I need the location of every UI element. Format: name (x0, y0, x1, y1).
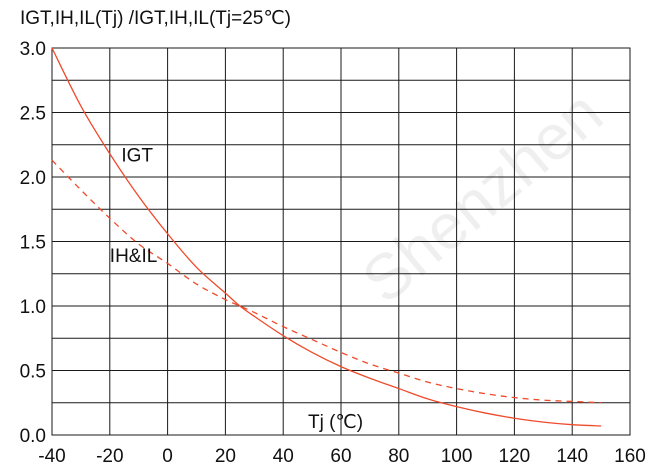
plot-frame (51, 47, 631, 436)
y-tick-label: 1.5 (20, 233, 46, 254)
x-tick-label: 80 (388, 446, 409, 467)
grid (51, 47, 631, 436)
series-line-igt (51, 47, 602, 427)
x-tick-label: 60 (330, 446, 351, 467)
y-tick-label: 0.5 (20, 362, 46, 383)
x-tick-label: -20 (96, 446, 123, 467)
x-axis-label: Tj (℃) (308, 412, 363, 433)
x-tick-label: 120 (499, 446, 531, 467)
tick-labels: -40 -20 0 20 40 60 80 100 120 140 160 0.0 0.5 1.0 1.5 2… (20, 39, 646, 467)
x-tick-label: -40 (38, 446, 65, 467)
x-tick-label: 160 (614, 446, 646, 467)
y-tick-label: 1.0 (20, 297, 46, 318)
series-line-ih-il (51, 159, 602, 404)
y-tick-label: 0.0 (20, 426, 46, 447)
series-label-igt: IGT (121, 146, 153, 167)
x-tick-label: 140 (556, 446, 588, 467)
chart-title: IGT,IH,IL(Tj) /IGT,IH,IL(Tj=25℃) (20, 8, 291, 29)
x-tick-label: 40 (273, 446, 294, 467)
x-tick-label: 0 (162, 446, 173, 467)
series-group: IGT IH&IL (51, 47, 602, 427)
y-tick-label: 2.5 (20, 104, 46, 125)
y-tick-label: 2.0 (20, 168, 46, 189)
series-label-ih-il: IH&IL (110, 246, 158, 267)
y-tick-label: 3.0 (20, 39, 46, 60)
x-tick-label: 100 (441, 446, 473, 467)
x-tick-label: 20 (215, 446, 236, 467)
